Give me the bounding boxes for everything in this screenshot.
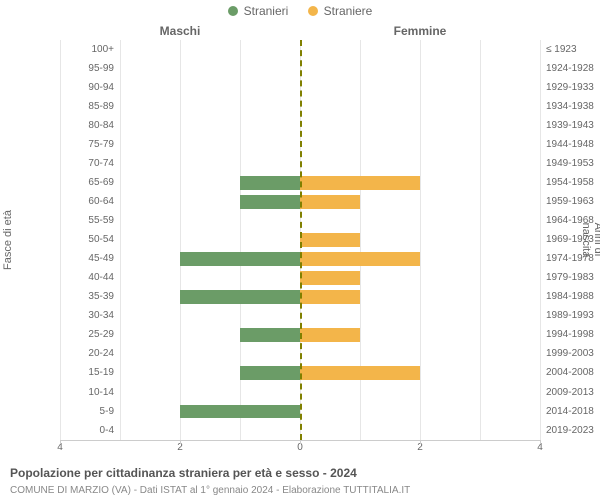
age-label: 75-79 [64,138,114,152]
age-label: 70-74 [64,157,114,171]
chart-title: Popolazione per cittadinanza straniera p… [10,466,357,480]
x-tick-mark [180,440,181,444]
plot-area: 02244 [60,40,540,440]
age-label: 65-69 [64,176,114,190]
gridline [420,40,421,440]
birth-year-label: 1969-1973 [546,233,600,247]
bar-male [180,252,300,266]
x-tick-mark [420,440,421,444]
age-label: 20-24 [64,347,114,361]
bar-male [240,366,300,380]
bar-female [300,176,420,190]
birth-year-label: 1949-1953 [546,157,600,171]
birth-year-label: 1934-1938 [546,100,600,114]
age-label: 80-84 [64,119,114,133]
age-label: 5-9 [64,405,114,419]
y-axis-title-age: Fasce di età [2,210,14,270]
birth-year-label: 1999-2003 [546,347,600,361]
age-label: 90-94 [64,81,114,95]
x-tick-mark [540,440,541,444]
chart-source: COMUNE DI MARZIO (VA) - Dati ISTAT al 1°… [10,485,410,496]
gridline [60,40,61,440]
bar-male [180,290,300,304]
age-label: 40-44 [64,271,114,285]
age-label: 35-39 [64,290,114,304]
bar-female [300,328,360,342]
legend-item-male: Stranieri [228,4,289,18]
age-label: 85-89 [64,100,114,114]
x-tick-mark [300,440,301,444]
bar-male [180,405,300,419]
age-label: 25-29 [64,328,114,342]
bar-female [300,290,360,304]
birth-year-label: 2014-2018 [546,405,600,419]
age-label: 100+ [64,43,114,57]
gridline [540,40,541,440]
birth-year-label: 2009-2013 [546,386,600,400]
bar-male [240,176,300,190]
birth-year-label: 1924-1928 [546,62,600,76]
age-label: 95-99 [64,62,114,76]
birth-year-label: ≤ 1923 [546,43,600,57]
birth-year-label: 1964-1968 [546,214,600,228]
bar-male [240,328,300,342]
gridline [180,40,181,440]
birth-year-label: 1979-1983 [546,271,600,285]
age-label: 45-49 [64,252,114,266]
population-pyramid-chart: Stranieri Straniere Maschi Femmine Fasce… [0,0,600,500]
center-divider [300,40,302,440]
female-half [300,40,540,440]
birth-year-label: 1944-1948 [546,138,600,152]
age-label: 15-19 [64,366,114,380]
birth-year-label: 1939-1943 [546,119,600,133]
birth-year-label: 2004-2008 [546,366,600,380]
bar-female [300,271,360,285]
legend-swatch-male [228,6,238,16]
birth-year-label: 2019-2023 [546,424,600,438]
column-title-female: Femmine [300,24,540,38]
age-label: 30-34 [64,309,114,323]
legend-swatch-female [308,6,318,16]
bar-female [300,233,360,247]
age-label: 60-64 [64,195,114,209]
birth-year-label: 1959-1963 [546,195,600,209]
birth-year-label: 1974-1978 [546,252,600,266]
legend: Stranieri Straniere [0,4,600,19]
birth-year-label: 1994-1998 [546,328,600,342]
bar-male [240,195,300,209]
birth-year-label: 1984-1988 [546,290,600,304]
bar-female [300,195,360,209]
bar-female [300,252,420,266]
age-label: 50-54 [64,233,114,247]
bar-female [300,366,420,380]
birth-year-label: 1989-1993 [546,309,600,323]
birth-year-label: 1929-1933 [546,81,600,95]
gridline [480,40,481,440]
legend-item-female: Straniere [308,4,373,18]
legend-label-female: Straniere [324,4,373,18]
age-label: 0-4 [64,424,114,438]
gridline [120,40,121,440]
age-label: 55-59 [64,214,114,228]
column-title-male: Maschi [60,24,300,38]
birth-year-label: 1954-1958 [546,176,600,190]
x-tick-mark [60,440,61,444]
age-label: 10-14 [64,386,114,400]
legend-label-male: Stranieri [244,4,289,18]
